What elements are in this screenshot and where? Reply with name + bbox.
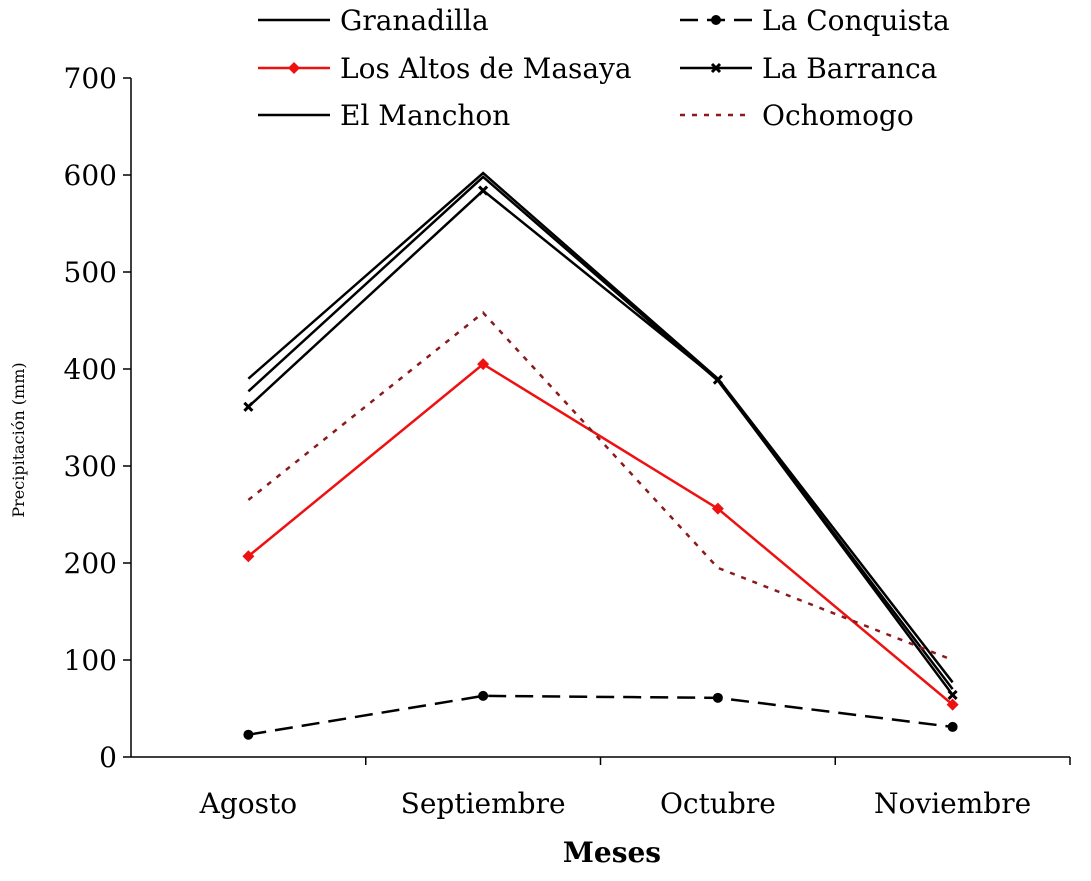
- series-line: [247, 311, 954, 662]
- y-tick-label: 100: [64, 644, 117, 677]
- x-tick-label: Noviembre: [874, 787, 1031, 820]
- marker: [242, 550, 255, 563]
- marker: [711, 15, 721, 25]
- x-tick-label: Octubre: [660, 787, 776, 820]
- y-tick-label: 200: [64, 547, 117, 580]
- series-line: [247, 188, 954, 696]
- marker: [711, 502, 724, 515]
- y-tick-label: 600: [64, 159, 117, 192]
- series-line: [247, 171, 954, 684]
- y-tick-label: 300: [64, 450, 117, 483]
- legend-label: El Manchon: [340, 99, 510, 132]
- y-axis-label: Precipitación (mm): [9, 362, 28, 517]
- marker: [478, 690, 489, 701]
- x-tick-label: Septiembre: [401, 787, 566, 820]
- y-tick-label: 0: [99, 741, 117, 774]
- marker: [710, 62, 722, 74]
- marker: [478, 185, 489, 196]
- legend-label: Granadilla: [340, 4, 489, 37]
- legend-label: Los Altos de Masaya: [340, 52, 632, 85]
- marker: [947, 689, 958, 700]
- marker: [712, 692, 723, 703]
- legend-label: La Conquista: [762, 4, 950, 37]
- y-tick-label: 700: [64, 62, 117, 95]
- y-tick-label: 500: [64, 256, 117, 289]
- marker: [946, 698, 959, 711]
- series-line: [248, 694, 953, 736]
- legend-label: Ochomogo: [762, 99, 914, 132]
- marker: [947, 721, 958, 732]
- legend-label: La Barranca: [762, 52, 937, 85]
- marker: [243, 729, 254, 740]
- marker: [243, 401, 254, 412]
- series-line: [247, 362, 954, 706]
- marker: [288, 62, 300, 74]
- series-line: [247, 175, 954, 690]
- x-axis-label: Meses: [563, 836, 661, 869]
- x-tick-label: Agosto: [199, 787, 297, 820]
- marker: [477, 358, 490, 371]
- y-tick-label: 400: [64, 353, 117, 386]
